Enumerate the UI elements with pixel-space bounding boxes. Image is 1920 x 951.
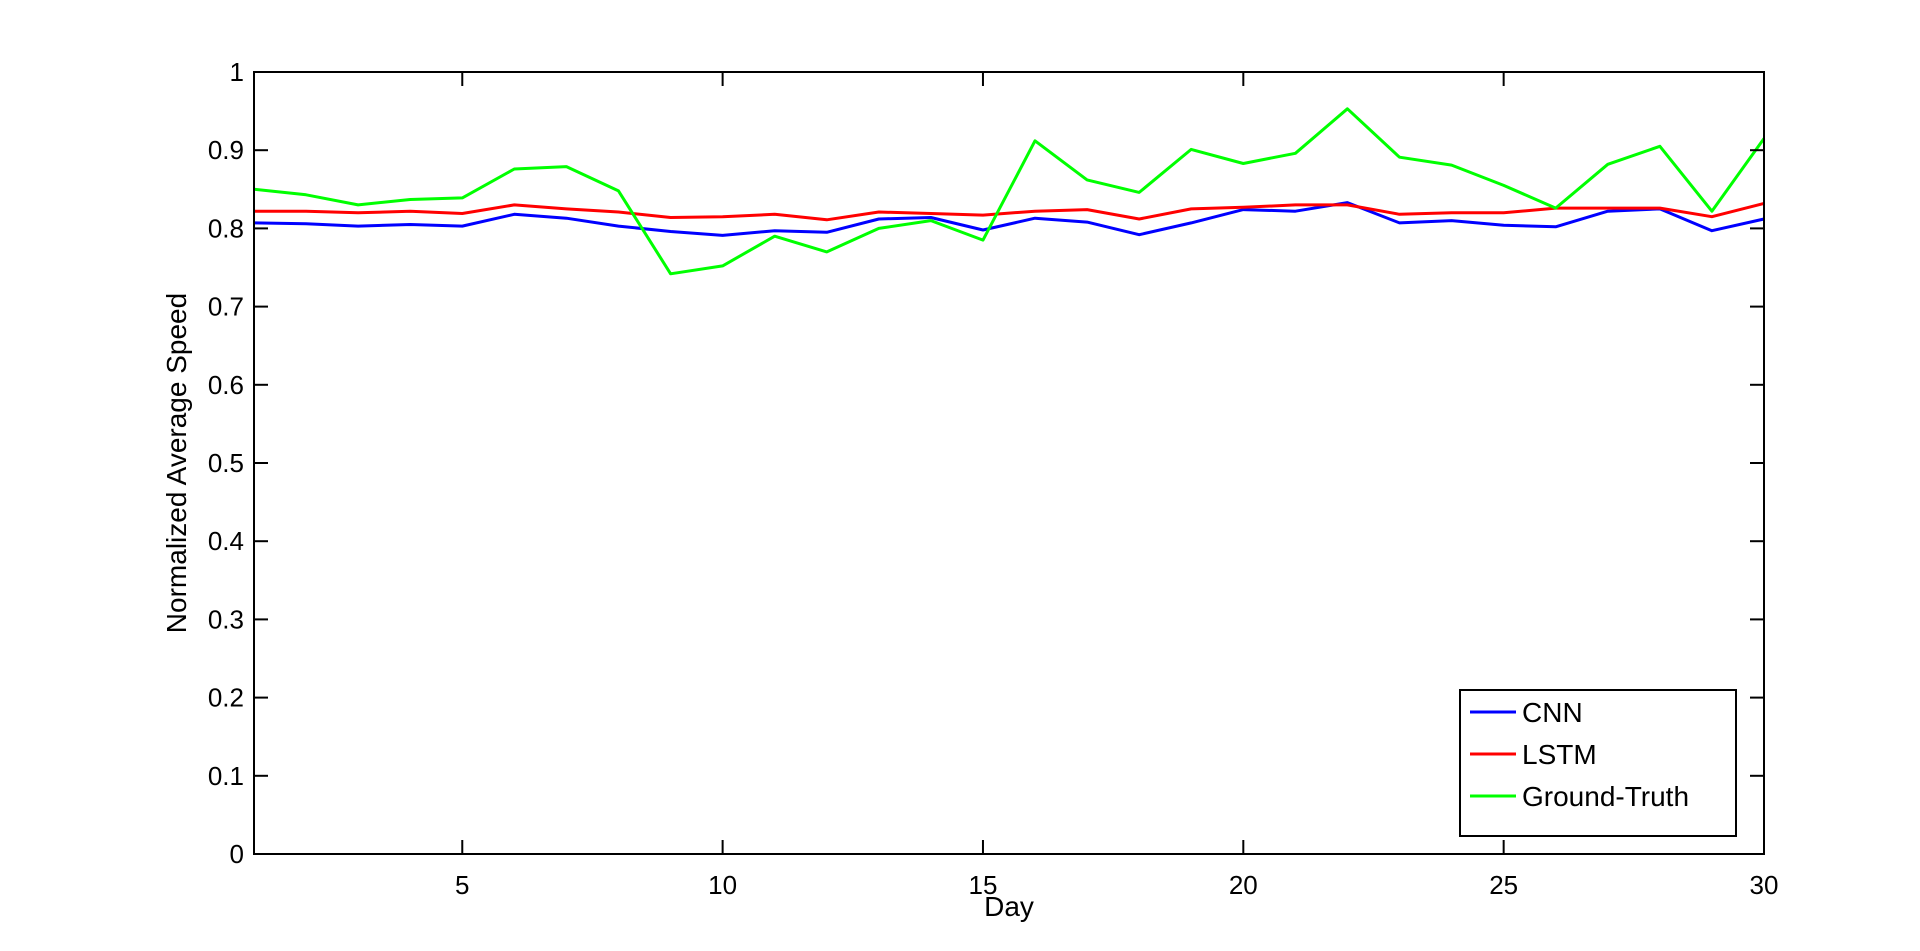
y-tick-label: 0.4 (208, 526, 244, 556)
y-tick-label: 0.6 (208, 370, 244, 400)
series-line-lstm (254, 201, 1765, 222)
y-axis: 0 0.1 0.2 0.3 0.4 0.5 0.6 0.7 0.8 0.9 1 (208, 57, 1764, 869)
x-tick-label: 10 (708, 870, 737, 900)
x-axis: 5 10 15 20 25 30 (455, 72, 1778, 900)
plot-lines (253, 107, 1766, 276)
y-tick-label: 0.5 (208, 448, 244, 478)
legend-label: Ground-Truth (1522, 781, 1689, 812)
y-tick-label: 0.9 (208, 135, 244, 165)
x-tick-label: 30 (1750, 870, 1779, 900)
x-tick-label: 25 (1489, 870, 1518, 900)
x-axis-label: Day (984, 891, 1034, 922)
x-tick-label: 15 (969, 870, 998, 900)
legend: CNN LSTM Ground-Truth (1459, 689, 1737, 837)
legend-box (1459, 689, 1737, 837)
y-tick-label: 1 (230, 57, 244, 87)
x-tick-label: 20 (1229, 870, 1258, 900)
series-line-ground-truth (253, 107, 1766, 276)
y-tick-label: 0.7 (208, 292, 244, 322)
y-tick-label: 0.2 (208, 683, 244, 713)
y-tick-label: 0 (230, 839, 244, 869)
y-tick-label: 0.1 (208, 761, 244, 791)
y-axis-label: Normalized Average Speed (161, 293, 192, 633)
series-line-cnn (253, 201, 1765, 237)
legend-label: CNN (1522, 697, 1583, 728)
legend-label: LSTM (1522, 739, 1597, 770)
y-tick-label: 0.8 (208, 213, 244, 243)
y-tick-label: 0.3 (208, 604, 244, 634)
x-tick-label: 5 (455, 870, 469, 900)
